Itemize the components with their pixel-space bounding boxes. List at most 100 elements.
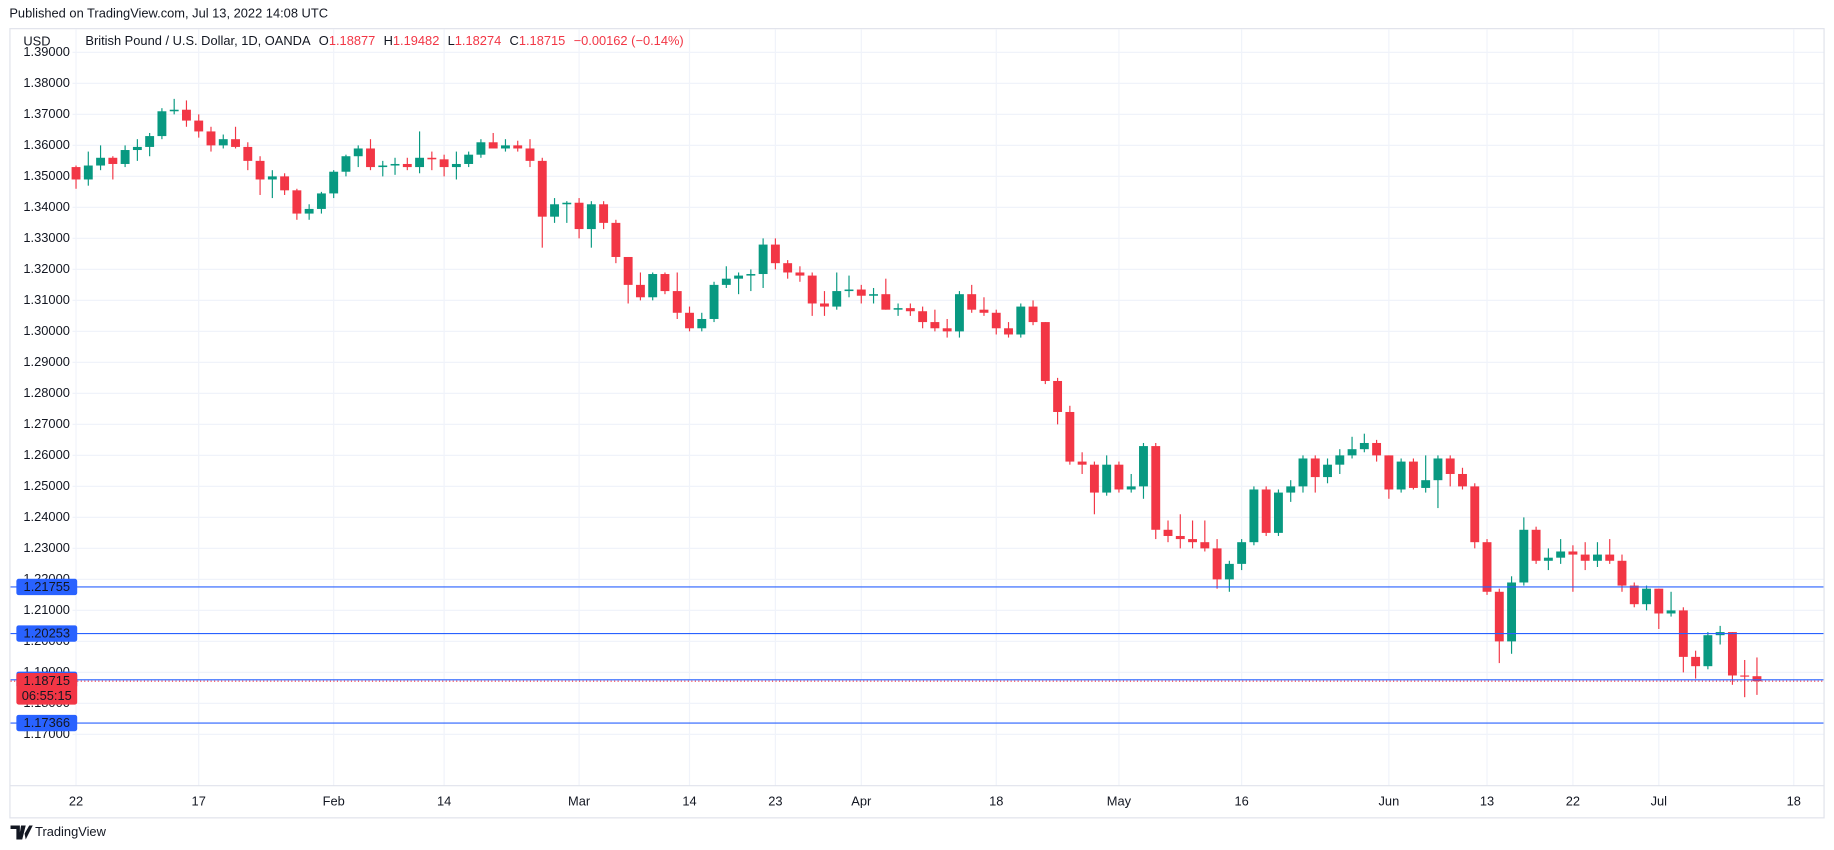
- candle: [439, 154, 449, 177]
- body: [1421, 480, 1431, 488]
- candle: [1028, 300, 1038, 326]
- body: [1580, 554, 1590, 561]
- candle: [1568, 545, 1578, 592]
- candle: [1004, 322, 1013, 338]
- candle: [402, 157, 412, 171]
- body: [697, 318, 707, 329]
- candle: [1347, 436, 1357, 459]
- body: [1556, 551, 1566, 558]
- chart-frame: [9, 28, 1825, 819]
- price-line-label: 1.21755: [24, 579, 70, 594]
- body: [292, 190, 302, 214]
- candle: [820, 291, 829, 316]
- candle: [1629, 582, 1639, 608]
- candle: [1249, 486, 1259, 546]
- candle: [1323, 458, 1332, 484]
- body: [721, 278, 731, 285]
- candles: [71, 98, 1762, 698]
- body: [709, 284, 719, 319]
- legend-close: 1.18715: [519, 33, 565, 48]
- candle: [869, 287, 878, 304]
- body: [1016, 306, 1026, 335]
- candle: [1482, 539, 1492, 595]
- candle: [1507, 576, 1517, 654]
- body: [1004, 328, 1013, 335]
- body: [1642, 588, 1651, 605]
- candle: [1163, 520, 1173, 543]
- body: [1666, 610, 1676, 614]
- candle: [574, 198, 584, 239]
- body: [918, 311, 928, 323]
- candle: [942, 318, 952, 338]
- legend-key: L: [448, 33, 455, 48]
- body: [1543, 557, 1553, 561]
- candle: [1089, 461, 1099, 515]
- body: [881, 294, 891, 310]
- candle: [1433, 455, 1443, 509]
- body: [1359, 442, 1369, 450]
- x-tick-label: Feb: [323, 793, 345, 808]
- body: [979, 309, 989, 313]
- body: [832, 291, 842, 307]
- last-price-box: [16, 673, 78, 705]
- body: [1040, 322, 1050, 381]
- body: [402, 163, 412, 168]
- body: [464, 154, 474, 164]
- body: [1396, 461, 1406, 490]
- body: [96, 157, 106, 166]
- candle: [770, 238, 780, 270]
- body: [1372, 442, 1382, 456]
- body: [1323, 464, 1332, 478]
- candle: [1359, 433, 1369, 453]
- candle: [1421, 455, 1431, 493]
- candle: [415, 131, 425, 174]
- body: [513, 145, 523, 149]
- body: [1249, 489, 1259, 543]
- body: [1568, 551, 1578, 555]
- candle: [304, 204, 314, 220]
- candle: [807, 272, 817, 316]
- published-note: Published on TradingView.com, Jul 13, 20…: [9, 5, 328, 20]
- candle: [697, 312, 707, 332]
- legend-low: 1.18274: [455, 33, 501, 48]
- currency: USD: [23, 33, 50, 48]
- x-tick-label: 18: [1787, 793, 1801, 808]
- y-tick-label: 1.27000: [23, 416, 69, 431]
- body: [1727, 632, 1737, 676]
- y-tick-label: 1.26000: [23, 447, 69, 462]
- body: [1433, 458, 1443, 481]
- body: [1175, 535, 1185, 540]
- candle: [120, 145, 130, 168]
- x-tick-label: Mar: [568, 793, 591, 808]
- body: [1482, 542, 1492, 592]
- candle: [758, 238, 768, 288]
- candle: [464, 151, 474, 168]
- candle: [1445, 455, 1455, 487]
- body: [1286, 486, 1296, 493]
- candle: [685, 306, 694, 332]
- body: [574, 202, 584, 230]
- candle: [157, 108, 167, 140]
- body: [1445, 458, 1455, 474]
- candle: [316, 191, 326, 214]
- legend-key: H: [384, 33, 393, 48]
- candle: [1384, 455, 1394, 499]
- candle: [991, 309, 1001, 335]
- x-tick-label: May: [1107, 793, 1132, 808]
- price-line-label: 1.17366: [24, 715, 70, 730]
- candle: [1114, 461, 1124, 493]
- body: [611, 222, 621, 257]
- candle: [280, 173, 290, 195]
- candle: [599, 201, 609, 230]
- body: [795, 272, 805, 276]
- candle: [513, 140, 523, 152]
- candle: [562, 201, 572, 223]
- candle: [1188, 520, 1198, 549]
- legend-high: 1.19482: [393, 33, 439, 48]
- body: [1273, 492, 1283, 533]
- legend-open: 1.18877: [329, 33, 375, 48]
- body: [1102, 464, 1112, 493]
- candle: [1691, 650, 1701, 679]
- body: [1347, 449, 1357, 456]
